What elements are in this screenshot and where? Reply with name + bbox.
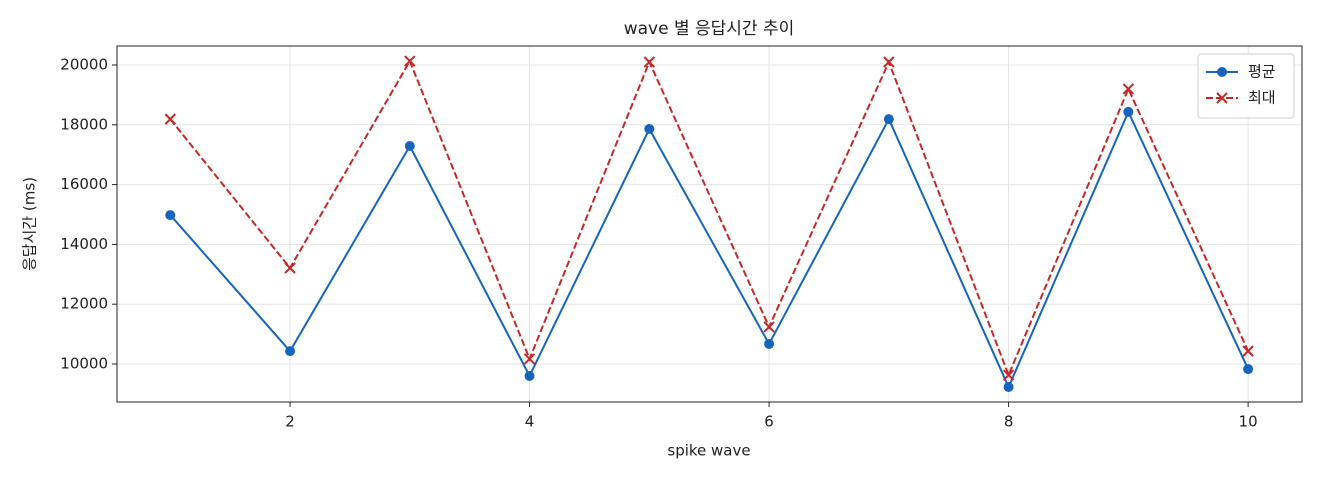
x-axis-label: spike wave — [667, 442, 750, 460]
point — [165, 210, 176, 221]
y-axis-label: 응답시간 (ms) — [21, 177, 39, 271]
legend-label: 최대 — [1248, 89, 1276, 107]
point — [644, 123, 655, 134]
x-tick-label: 6 — [764, 413, 774, 431]
point — [284, 262, 296, 274]
point — [883, 56, 895, 68]
legend-label: 평균 — [1248, 63, 1276, 81]
point — [404, 141, 415, 152]
point — [1242, 345, 1254, 357]
point — [404, 55, 416, 67]
y-tick-label: 10000 — [60, 354, 108, 372]
line — [169, 58, 1250, 378]
x-tick-label: 10 — [1239, 413, 1258, 431]
legend-marker — [1217, 67, 1227, 77]
plot-frame — [116, 45, 1303, 403]
point — [523, 353, 536, 365]
point — [1123, 106, 1134, 117]
point — [764, 338, 775, 349]
point — [1243, 364, 1254, 375]
point — [1122, 83, 1135, 95]
y-tick-label: 12000 — [60, 295, 108, 313]
x-tick-label: 4 — [525, 413, 535, 431]
legend-box — [1197, 53, 1295, 119]
y-tick-label: 14000 — [60, 235, 108, 253]
x-tick-label: 2 — [285, 413, 295, 431]
y-tick-label: 20000 — [60, 55, 108, 73]
y-tick-label: 16000 — [60, 175, 108, 193]
line — [169, 109, 1250, 390]
y-tick-label: 18000 — [60, 115, 108, 133]
point — [164, 113, 176, 125]
point — [285, 346, 296, 357]
point — [883, 114, 894, 125]
x-tick-label: 8 — [1004, 413, 1014, 431]
point — [1003, 382, 1014, 393]
legend-marker — [1216, 92, 1228, 104]
point — [524, 370, 535, 381]
chart-title: wave 별 응답시간 추이 — [624, 19, 795, 39]
point — [643, 56, 656, 68]
point — [1002, 369, 1015, 381]
point — [763, 321, 775, 333]
